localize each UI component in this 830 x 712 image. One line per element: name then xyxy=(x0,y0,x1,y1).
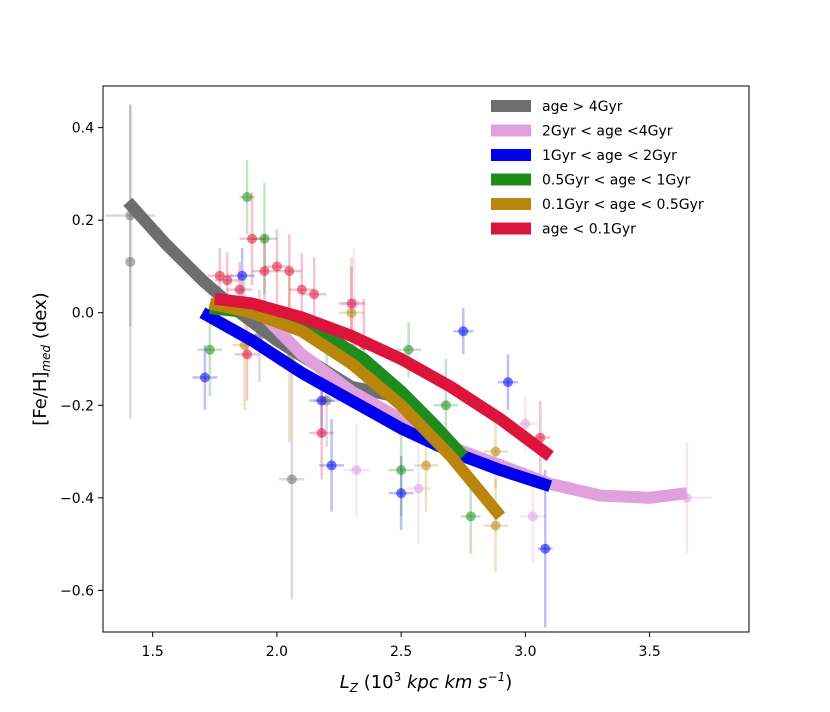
data-point xyxy=(125,256,136,267)
data-point xyxy=(222,275,233,286)
y-tick-label: 0.0 xyxy=(72,306,94,322)
x-tick-label: 2.0 xyxy=(266,644,288,660)
fit-curve xyxy=(214,292,554,462)
legend-label: age > 4Gyr xyxy=(542,99,623,115)
data-point xyxy=(199,372,210,383)
data-point xyxy=(490,446,501,457)
x-axis-label: LZ (103 kpc km s−1) xyxy=(340,670,513,695)
data-point xyxy=(286,474,297,485)
x-axis-ticks: 1.5 2.0 2.5 3.0 3.5 xyxy=(142,632,661,660)
legend-label: 0.5Gyr < age < 1Gyr xyxy=(542,173,691,189)
data-point xyxy=(237,270,248,281)
legend: age > 4Gyr 2Gyr < age <4Gyr 1Gyr < age < 2… xyxy=(491,99,704,238)
data-point xyxy=(242,349,253,360)
y-axis-ticks: −0.6 −0.4 −0.2 0.0 0.2 0.4 xyxy=(60,121,103,599)
data-point xyxy=(346,307,357,318)
data-point xyxy=(204,344,215,355)
data-point xyxy=(490,520,501,531)
data-point xyxy=(346,298,357,309)
data-point xyxy=(242,192,253,203)
y-axis-label: [Fe/H]med (dex) xyxy=(30,292,53,425)
data-point xyxy=(247,233,258,244)
data-point xyxy=(259,233,270,244)
data-point xyxy=(309,289,320,300)
data-point xyxy=(413,483,424,494)
data-point xyxy=(421,460,431,471)
data-point xyxy=(271,261,282,272)
data-point xyxy=(316,428,327,439)
data-point xyxy=(234,284,245,295)
data-point xyxy=(396,465,407,476)
data-point xyxy=(458,326,469,337)
data-point xyxy=(316,395,327,406)
x-tick-label: 2.5 xyxy=(390,644,412,660)
y-tick-label: −0.2 xyxy=(60,398,94,414)
data-point xyxy=(527,511,538,522)
y-tick-label: 0.2 xyxy=(72,213,94,229)
data-point xyxy=(465,511,476,522)
legend-label: age < 0.1Gyr xyxy=(542,222,636,238)
data-point xyxy=(351,465,362,476)
x-tick-label: 3.0 xyxy=(514,644,536,660)
x-tick-label: 3.5 xyxy=(638,644,660,660)
data-point xyxy=(540,543,551,554)
x-tick-label: 1.5 xyxy=(142,644,164,660)
y-tick-label: 0.4 xyxy=(72,121,94,137)
legend-label: 0.1Gyr < age < 0.5Gyr xyxy=(542,197,704,213)
fit-curve xyxy=(208,297,506,521)
data-point xyxy=(396,488,407,499)
data-point xyxy=(440,400,451,411)
fit-curves-layer xyxy=(123,197,688,521)
legend-label: 2Gyr < age <4Gyr xyxy=(542,124,673,140)
fit-curve xyxy=(199,307,553,492)
y-tick-label: −0.6 xyxy=(60,583,94,599)
data-point xyxy=(259,266,270,277)
legend-label: 1Gyr < age < 2Gyr xyxy=(542,148,677,164)
data-point xyxy=(403,344,414,355)
plot-frame xyxy=(102,85,750,633)
data-point xyxy=(326,460,337,471)
data-point xyxy=(502,377,513,388)
data-point xyxy=(284,266,295,277)
data-point xyxy=(520,418,531,429)
data-point xyxy=(214,270,225,281)
y-tick-label: −0.4 xyxy=(60,491,94,507)
data-point xyxy=(296,284,307,295)
